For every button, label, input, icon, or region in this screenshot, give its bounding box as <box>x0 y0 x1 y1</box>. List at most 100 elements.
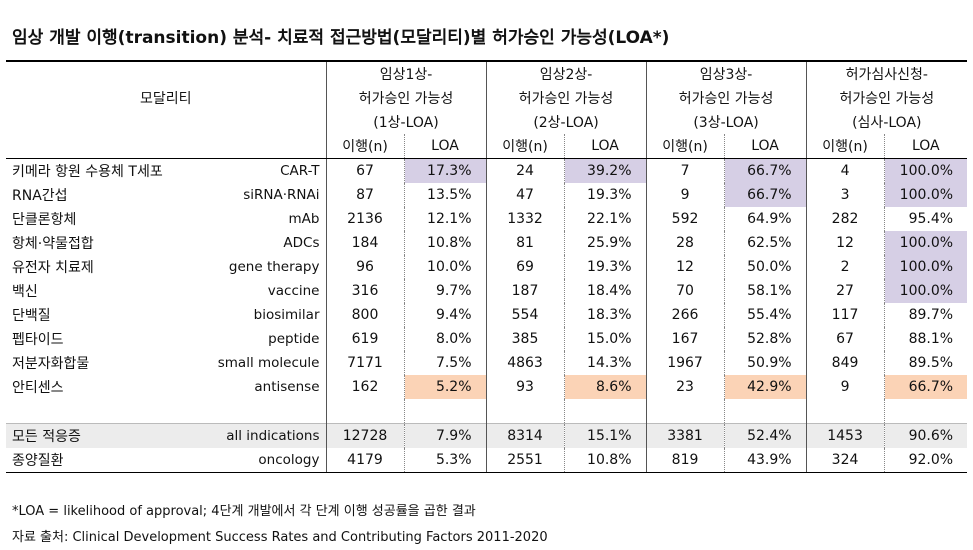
phase2-n: 8314 <box>485 423 565 448</box>
modality-english: CAR-T <box>280 163 320 179</box>
phase1-n: 316 <box>325 279 404 303</box>
table-row: 항체·약물접합 ADCs 184 10.8% 81 25.9% 28 62.5% 12 100.0… <box>6 231 968 255</box>
phase3-n: 3381 <box>645 423 725 448</box>
phase1-loa: 7.5% <box>403 351 487 375</box>
phase1-loa: 5.2% <box>403 375 487 399</box>
modality-english: vaccine <box>267 283 320 299</box>
review-header-line1: 허가심사신청- <box>805 62 968 86</box>
n-header: 이행(n) <box>645 134 725 159</box>
review-loa: 95.4% <box>883 207 968 231</box>
modality-korean: 모든 적응증 <box>6 423 199 448</box>
phase3-n: 819 <box>645 448 725 473</box>
phase2-header-line3: (2상-LOA) <box>485 110 647 134</box>
phase2-header-line1: 임상2상- <box>485 62 647 86</box>
phase1-header-line2: 허가승인 가능성 <box>325 86 487 110</box>
phase3-n: 592 <box>645 207 725 231</box>
phase3-header-line2: 허가승인 가능성 <box>645 86 807 110</box>
phase3-loa: 62.5% <box>723 231 807 255</box>
phase3-loa: 66.7% <box>723 183 807 207</box>
review-n: 27 <box>805 279 885 303</box>
phase2-n: 385 <box>485 327 565 351</box>
review-n: 9 <box>805 375 885 399</box>
review-loa: 100.0% <box>883 183 968 207</box>
review-n: 849 <box>805 351 885 375</box>
review-n: 3 <box>805 183 885 207</box>
source-note: 자료 출처: Clinical Development Success Rate… <box>12 530 548 545</box>
phase1-n: 800 <box>325 303 404 327</box>
review-n: 2 <box>805 255 885 279</box>
phase3-loa: 55.4% <box>723 303 807 327</box>
phase1-header-line1: 임상1상- <box>325 62 487 86</box>
modality-english: mAb <box>288 211 320 227</box>
n-header: 이행(n) <box>325 134 404 159</box>
modality-english: siRNA·RNAi <box>243 187 320 203</box>
review-n: 1453 <box>805 423 885 448</box>
phase2-loa: 18.3% <box>563 303 647 327</box>
phase2-n: 2551 <box>485 448 565 473</box>
summary-rows: 모든 적응증 all indications 12728 7.9% 8314 15.1% 3… <box>6 423 968 473</box>
modality-korean: 저분자화합물 <box>12 356 90 372</box>
n-header: 이행(n) <box>805 134 885 159</box>
phase1-n: 184 <box>325 231 404 255</box>
phase1-loa: 12.1% <box>403 207 487 231</box>
phase2-n: 4863 <box>485 351 565 375</box>
phase2-loa: 14.3% <box>563 351 647 375</box>
modality-korean: 안티센스 <box>12 380 64 396</box>
phase2-n: 69 <box>485 255 565 279</box>
review-loa: 90.6% <box>883 423 968 448</box>
phase1-loa: 10.0% <box>403 255 487 279</box>
modality-english: gene therapy <box>228 259 320 275</box>
phase2-loa: 19.3% <box>563 255 647 279</box>
phase3-n: 1967 <box>645 351 725 375</box>
loa-header: LOA <box>883 134 968 159</box>
loa-header: LOA <box>563 134 647 159</box>
modality-korean: 종양질환 <box>6 448 199 473</box>
phase3-loa: 50.9% <box>723 351 807 375</box>
phase2-loa: 39.2% <box>563 158 647 183</box>
review-n: 67 <box>805 327 885 351</box>
phase2-n: 81 <box>485 231 565 255</box>
phase3-loa: 42.9% <box>723 375 807 399</box>
phase3-n: 266 <box>645 303 725 327</box>
table-row: 펩타이드 peptide 619 8.0% 385 15.0% 167 52.8% 67 88.1… <box>6 327 968 351</box>
phase1-n: 87 <box>325 183 404 207</box>
phase3-loa: 43.9% <box>723 448 807 473</box>
phase2-n: 47 <box>485 183 565 207</box>
phase2-loa: 15.0% <box>563 327 647 351</box>
review-loa: 89.5% <box>883 351 968 375</box>
phase2-n: 1332 <box>485 207 565 231</box>
loa-header: LOA <box>723 134 807 159</box>
modality-korean: 유전자 치료제 <box>12 260 94 276</box>
phase3-header-line1: 임상3상- <box>645 62 807 86</box>
loa-header: LOA <box>403 134 487 159</box>
phase3-loa: 64.9% <box>723 207 807 231</box>
phase1-n: 4179 <box>325 448 404 473</box>
phase3-n: 23 <box>645 375 725 399</box>
table-row: 저분자화합물 small molecule 7171 7.5% 4863 14.3% 196… <box>6 351 968 375</box>
phase1-loa: 5.3% <box>403 448 487 473</box>
table-row: 모든 적응증 all indications 12728 7.9% 8314 15.1% 3… <box>6 423 968 448</box>
phase2-loa: 8.6% <box>563 375 647 399</box>
phase2-header-line2: 허가승인 가능성 <box>485 86 647 110</box>
phase1-n: 2136 <box>325 207 404 231</box>
phase3-loa: 50.0% <box>723 255 807 279</box>
table-row: RNA간섭 siRNA·RNAi 87 13.5% 47 19.3% 9 66.7% 3 100.… <box>6 183 968 207</box>
phase1-loa: 8.0% <box>403 327 487 351</box>
phase3-header-line3: (3상-LOA) <box>645 110 807 134</box>
phase2-n: 24 <box>485 158 565 183</box>
loa-footnote: *LOA = likelihood of approval; 4단계 개발에서 … <box>12 504 476 519</box>
phase3-n: 70 <box>645 279 725 303</box>
phase2-loa: 15.1% <box>563 423 647 448</box>
table-row: 백신 vaccine 316 9.7% 187 18.4% 70 58.1% 27 100.0% <box>6 279 968 303</box>
review-loa: 100.0% <box>883 255 968 279</box>
review-loa: 100.0% <box>883 279 968 303</box>
review-n: 324 <box>805 448 885 473</box>
phase2-n: 554 <box>485 303 565 327</box>
phase2-loa: 19.3% <box>563 183 647 207</box>
modality-english: peptide <box>268 331 320 347</box>
phase1-n: 619 <box>325 327 404 351</box>
phase1-loa: 9.7% <box>403 279 487 303</box>
review-loa: 100.0% <box>883 231 968 255</box>
table-row: 키메라 항원 수용체 T세포 CAR-T 67 17.3% 24 39.2% 7 66.7% 4… <box>6 158 968 183</box>
modality-korean: 단백질 <box>12 308 51 324</box>
